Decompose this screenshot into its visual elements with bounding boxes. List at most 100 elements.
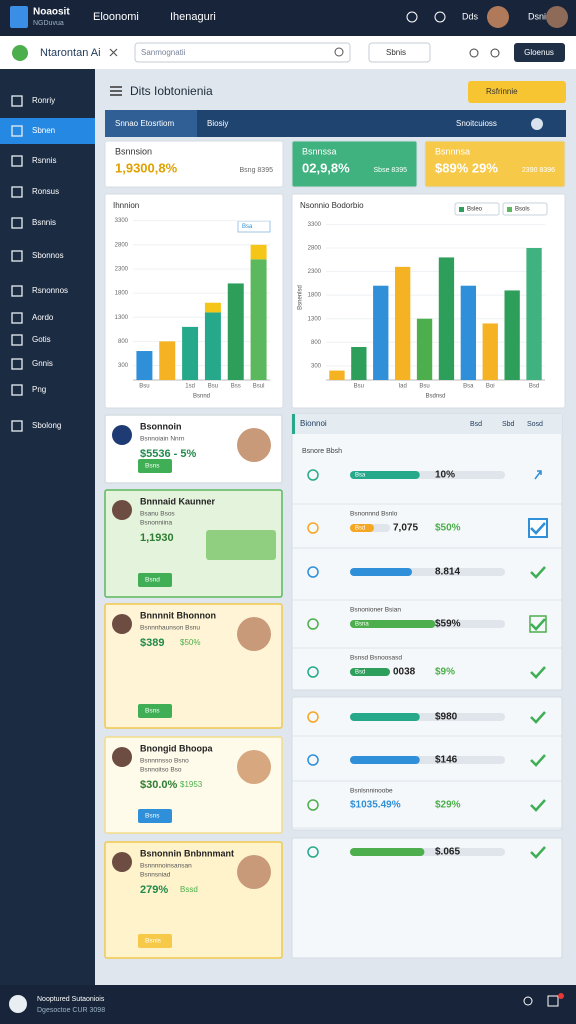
status-box xyxy=(529,615,547,633)
button xyxy=(138,459,172,473)
bar xyxy=(250,259,267,380)
profile-name: Bnnnnit Bhonnon xyxy=(140,610,216,620)
x-tick-label: Bsu xyxy=(354,384,364,390)
button-label[interactable]: Bsnis xyxy=(145,938,162,945)
row-icon xyxy=(307,469,319,481)
panel-column[interactable]: Sosd xyxy=(527,421,543,428)
avatar[interactable] xyxy=(546,6,568,28)
row-label: Bsnlsnninoobe xyxy=(350,788,393,795)
row-icon xyxy=(307,711,319,723)
tab[interactable]: Biosiy xyxy=(207,119,228,128)
progress-fill xyxy=(350,471,420,479)
avatar[interactable] xyxy=(487,6,509,28)
progress-fill xyxy=(350,756,420,764)
search-icon[interactable] xyxy=(334,47,344,57)
y-tick-label: 2300 xyxy=(115,267,129,273)
search-placeholder: Sanmognatii xyxy=(141,48,186,57)
check-icon[interactable] xyxy=(530,522,546,535)
row-value: $.065 xyxy=(435,847,460,858)
icon[interactable] xyxy=(434,11,446,23)
y-tick-label: 2800 xyxy=(115,242,129,248)
kpi-card xyxy=(104,140,284,188)
nav-item[interactable]: Sbonnos xyxy=(32,251,64,260)
row-label: Bsnonioner Bsian xyxy=(350,607,401,614)
row-value: $146 xyxy=(435,755,458,766)
check-icon[interactable] xyxy=(530,754,546,767)
nav-item[interactable]: Gnnis xyxy=(32,359,53,368)
row-value: 0038 xyxy=(393,667,416,678)
button-label[interactable]: Bsns xyxy=(145,708,160,715)
nav-item[interactable]: Ronriy xyxy=(32,96,55,105)
tab[interactable]: Snnao Etosrtiom xyxy=(115,119,174,128)
nav-icon xyxy=(11,125,23,137)
kpi-value: 02,9,8% xyxy=(302,160,350,175)
menu-icon[interactable] xyxy=(110,86,122,96)
button-label[interactable]: Bsns xyxy=(145,813,160,820)
nav-link[interactable]: Dds xyxy=(462,11,479,21)
avatar xyxy=(112,852,132,872)
check-icon[interactable] xyxy=(530,566,546,579)
active-tab xyxy=(105,110,197,137)
kpi-label: Bsnnnsa xyxy=(435,146,470,156)
panel-column[interactable]: Bsd xyxy=(470,421,482,428)
nav-item[interactable]: Rsnonnos xyxy=(32,286,68,295)
nav-item[interactable]: Bsnnis xyxy=(32,218,56,227)
close-icon[interactable] xyxy=(109,48,118,57)
bar xyxy=(329,370,345,380)
y-tick-label: 1300 xyxy=(115,315,129,321)
nav-item[interactable]: Png xyxy=(32,385,46,394)
nav-item[interactable]: Ronsus xyxy=(32,187,59,196)
nav-item[interactable]: Aordo xyxy=(32,313,54,322)
panel-column[interactable]: Sbd xyxy=(502,421,515,428)
avatar xyxy=(112,747,132,767)
nav-icon xyxy=(11,285,23,297)
icon[interactable] xyxy=(469,48,479,58)
x-tick-label: Bsu xyxy=(139,384,149,390)
nav-item[interactable]: Sbnen xyxy=(32,126,55,135)
footer-logo xyxy=(9,995,27,1013)
nav-link[interactable]: Ihenaguri xyxy=(170,11,216,23)
x-tick-label: Bsul xyxy=(253,384,265,390)
kpi-note: Sbse 8395 xyxy=(374,167,408,174)
nav-link[interactable]: Eloonomi xyxy=(93,11,139,23)
x-tick-label: Bsu xyxy=(208,384,218,390)
check-icon[interactable] xyxy=(530,618,546,631)
select[interactable] xyxy=(368,42,431,63)
icon[interactable] xyxy=(490,48,500,58)
button-label[interactable]: Bsns xyxy=(145,463,160,470)
bar xyxy=(416,318,433,380)
panel xyxy=(291,837,563,959)
button xyxy=(138,809,172,823)
profile-value: 279% xyxy=(140,884,168,896)
search-box[interactable] xyxy=(134,42,351,63)
icon[interactable] xyxy=(406,11,418,23)
bar-segment xyxy=(204,302,221,313)
check-icon[interactable] xyxy=(530,799,546,812)
button-label[interactable]: Bsnd xyxy=(145,577,160,584)
status-icon[interactable] xyxy=(534,470,542,480)
profile-name: Bsnonnin Bnbnnmant xyxy=(140,848,234,858)
icon[interactable] xyxy=(523,996,533,1006)
tab[interactable]: Snoitcuioss xyxy=(456,119,497,128)
x-axis-label: Bsnnd xyxy=(193,394,210,400)
check-icon[interactable] xyxy=(530,711,546,724)
nav-item[interactable]: Sbolong xyxy=(32,421,61,430)
nav-item[interactable]: Rsnnis xyxy=(32,156,56,165)
nav-item[interactable]: Gotis xyxy=(32,335,51,344)
avatar xyxy=(112,614,132,634)
check-icon[interactable] xyxy=(530,846,546,859)
kpi-label: Bsnnssa xyxy=(302,146,337,156)
y-tick-label: 1300 xyxy=(308,316,322,322)
button xyxy=(138,573,172,587)
brand: Noaosit xyxy=(33,7,70,18)
check-icon[interactable] xyxy=(530,666,546,679)
progress-fill xyxy=(350,668,390,676)
action-button[interactable] xyxy=(514,43,565,62)
panel xyxy=(291,413,563,691)
button-label[interactable]: Rsfrinnie xyxy=(486,87,518,96)
kpi-note: Bsng 8395 xyxy=(240,167,274,174)
bar-label: Bsa xyxy=(355,473,366,479)
bar xyxy=(351,347,367,380)
x-tick-label: Bsa xyxy=(463,384,474,390)
